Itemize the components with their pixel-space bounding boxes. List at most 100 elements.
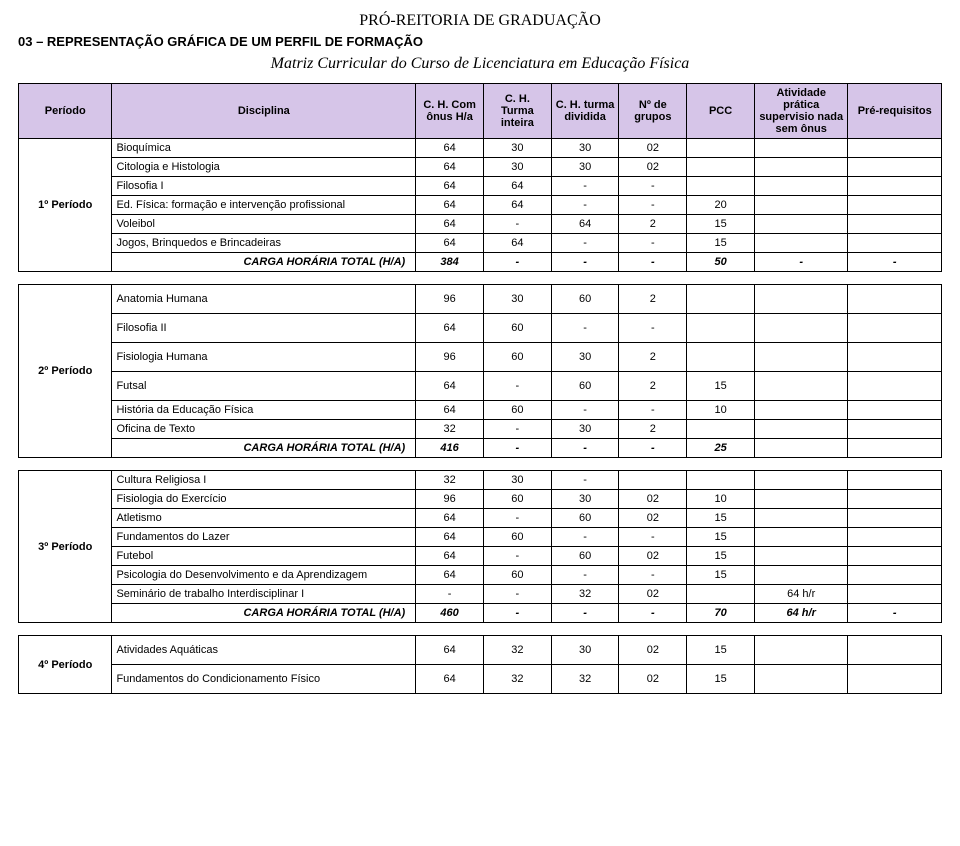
cell-prereq — [848, 528, 942, 547]
total-ativ: 64 h/r — [754, 604, 847, 623]
cell-ch-com: 96 — [416, 490, 484, 509]
total-prereq: - — [848, 253, 942, 272]
disc-cell: Fundamentos do Condicionamento Físico — [112, 665, 416, 694]
cell-pcc: 15 — [687, 528, 755, 547]
period-cell: 2º Período — [19, 285, 112, 458]
disc-cell: Cultura Religiosa I — [112, 471, 416, 490]
disc-cell: Fisiologia Humana — [112, 343, 416, 372]
cell-ch-turma: 30 — [483, 158, 551, 177]
page-subtitle: Matriz Curricular do Curso de Licenciatu… — [18, 55, 942, 73]
cell-ngrupos: 02 — [619, 139, 687, 158]
matrix-table-1: Período Disciplina C. H. Com ônus H/a C.… — [18, 83, 942, 272]
cell-ch-div: 64 — [551, 215, 619, 234]
disc-cell: Jogos, Brinquedos e Brincadeiras — [112, 234, 416, 253]
total-ch-com: 384 — [416, 253, 484, 272]
cell-prereq — [848, 509, 942, 528]
table-row: 2º PeríodoAnatomia Humana9630602 — [19, 285, 942, 314]
cell-pcc — [687, 585, 755, 604]
cell-ativ — [754, 665, 847, 694]
cell-ch-turma: 60 — [483, 566, 551, 585]
page-header-top: PRÓ-REITORIA DE GRADUAÇÃO — [18, 12, 942, 30]
cell-prereq — [848, 343, 942, 372]
cell-ativ — [754, 528, 847, 547]
col-disc: Disciplina — [112, 84, 416, 139]
total-row: CARGA HORÁRIA TOTAL (H/A)416---25 — [19, 439, 942, 458]
cell-ch-com: 32 — [416, 420, 484, 439]
cell-ch-com: 64 — [416, 528, 484, 547]
cell-ch-turma: 30 — [483, 285, 551, 314]
table-row: Filosofia II6460-- — [19, 314, 942, 343]
cell-ch-turma: 60 — [483, 314, 551, 343]
table-row: Voleibol64-64215 — [19, 215, 942, 234]
cell-ch-div: - — [551, 177, 619, 196]
cell-ngrupos: 2 — [619, 372, 687, 401]
disc-cell: Fundamentos do Lazer — [112, 528, 416, 547]
total-ngrupos: - — [619, 253, 687, 272]
total-ch-turma: - — [483, 253, 551, 272]
cell-ativ — [754, 285, 847, 314]
matrix-table-4: 4º PeríodoAtividades Aquáticas6432300215… — [18, 635, 942, 694]
total-ch-div: - — [551, 253, 619, 272]
total-label: CARGA HORÁRIA TOTAL (H/A) — [112, 604, 416, 623]
cell-ch-div: 60 — [551, 547, 619, 566]
cell-ch-turma: 30 — [483, 471, 551, 490]
cell-ch-turma: 60 — [483, 528, 551, 547]
disc-cell: Fisiologia do Exercício — [112, 490, 416, 509]
matrix-table-2: 2º PeríodoAnatomia Humana9630602Filosofi… — [18, 284, 942, 458]
cell-ch-div: 30 — [551, 490, 619, 509]
total-ch-com: 416 — [416, 439, 484, 458]
disc-cell: Filosofia I — [112, 177, 416, 196]
cell-ngrupos: - — [619, 177, 687, 196]
cell-ch-div: 60 — [551, 372, 619, 401]
disc-cell: Anatomia Humana — [112, 285, 416, 314]
cell-pcc — [687, 177, 755, 196]
disc-cell: História da Educação Física — [112, 401, 416, 420]
cell-ch-com: 64 — [416, 372, 484, 401]
cell-ch-div: - — [551, 401, 619, 420]
table-row: Fundamentos do Condicionamento Físico643… — [19, 665, 942, 694]
cell-pcc: 20 — [687, 196, 755, 215]
cell-ativ — [754, 490, 847, 509]
cell-ch-turma: 32 — [483, 665, 551, 694]
cell-ch-turma: - — [483, 509, 551, 528]
col-ativ: Atividade prática supervisio nada sem ôn… — [754, 84, 847, 139]
cell-pcc — [687, 139, 755, 158]
total-pcc: 50 — [687, 253, 755, 272]
col-pcc: PCC — [687, 84, 755, 139]
cell-ch-div: - — [551, 234, 619, 253]
cell-ch-turma: - — [483, 215, 551, 234]
total-ativ: - — [754, 253, 847, 272]
cell-ativ — [754, 177, 847, 196]
cell-ngrupos: 02 — [619, 665, 687, 694]
table-header-row: Período Disciplina C. H. Com ônus H/a C.… — [19, 84, 942, 139]
cell-ngrupos: 02 — [619, 490, 687, 509]
cell-ch-div: 30 — [551, 158, 619, 177]
disc-cell: Futsal — [112, 372, 416, 401]
cell-prereq — [848, 215, 942, 234]
total-prereq: - — [848, 604, 942, 623]
disc-cell: Citologia e Histologia — [112, 158, 416, 177]
period-cell: 1º Período — [19, 139, 112, 272]
table-row: Citologia e Histologia64303002 — [19, 158, 942, 177]
cell-ch-com: 64 — [416, 566, 484, 585]
cell-ch-com: 64 — [416, 177, 484, 196]
cell-prereq — [848, 585, 942, 604]
total-row: CARGA HORÁRIA TOTAL (H/A)384---50-- — [19, 253, 942, 272]
cell-ch-turma: - — [483, 420, 551, 439]
table-row: 1º PeríodoBioquímica64303002 — [19, 139, 942, 158]
total-label: CARGA HORÁRIA TOTAL (H/A) — [112, 253, 416, 272]
cell-pcc: 15 — [687, 372, 755, 401]
cell-ch-div: 30 — [551, 343, 619, 372]
cell-ch-turma: - — [483, 372, 551, 401]
cell-ch-div: - — [551, 566, 619, 585]
cell-prereq — [848, 636, 942, 665]
total-ngrupos: - — [619, 604, 687, 623]
cell-ch-div: 60 — [551, 509, 619, 528]
cell-pcc — [687, 471, 755, 490]
cell-ativ — [754, 509, 847, 528]
cell-pcc: 15 — [687, 547, 755, 566]
cell-ch-div: - — [551, 196, 619, 215]
cell-ngrupos: 02 — [619, 509, 687, 528]
matrix-table-3: 3º PeríodoCultura Religiosa I3230-Fisiol… — [18, 470, 942, 623]
table-row: 3º PeríodoCultura Religiosa I3230- — [19, 471, 942, 490]
